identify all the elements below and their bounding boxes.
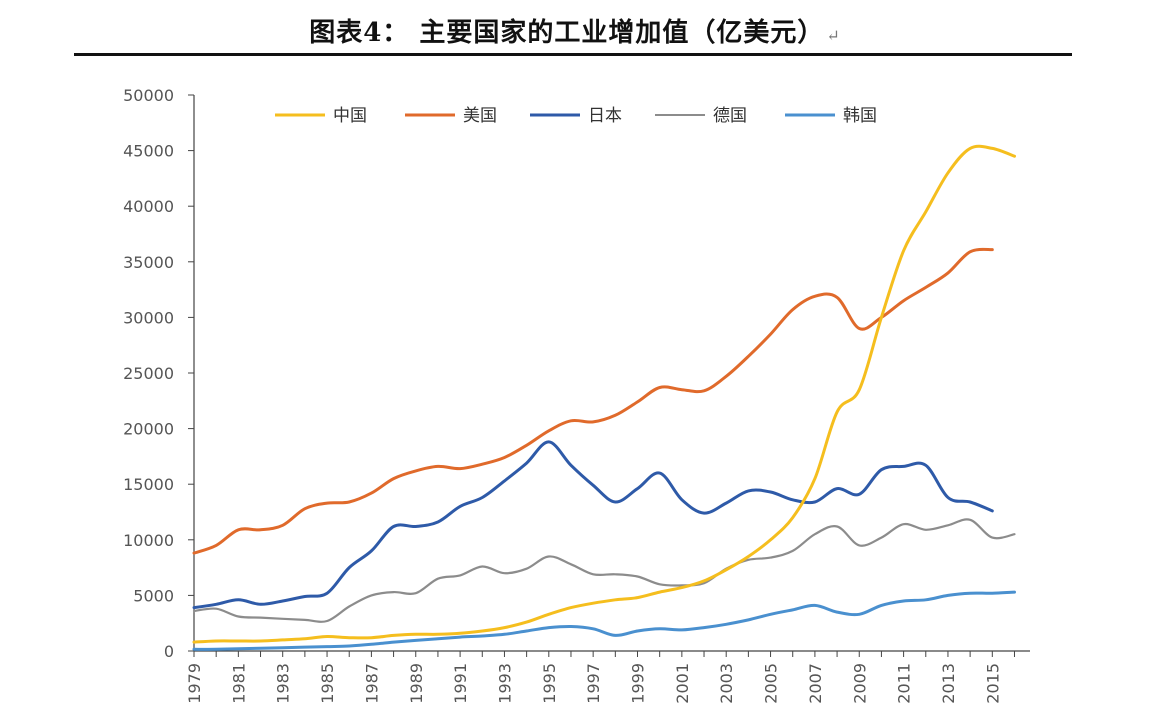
chart-legend: 中国 美国 日本 德国 韩国 [275, 106, 877, 126]
x-tick-label: 2003 [717, 663, 736, 704]
x-tick-label: 2007 [806, 663, 825, 704]
x-tick-label: 1981 [229, 663, 248, 704]
series-line-1 [192, 247, 994, 555]
y-tick-label: 30000 [123, 308, 174, 327]
series-line-3 [192, 518, 1016, 623]
y-tick-label: 45000 [123, 142, 174, 161]
chart-axes: 0 5000 10000 15000 20000 25000 30000 35000 40000… [123, 86, 1030, 704]
header: 图表4： 主要国家的工业增加值（亿美元） ↵ [0, 0, 1150, 56]
x-tick-label: 1985 [318, 663, 337, 704]
series-line-0 [192, 144, 1016, 644]
chart-title: 图表4： 主要国家的工业增加值（亿美元） ↵ [0, 12, 1150, 49]
y-tick-label: 10000 [123, 531, 174, 550]
y-tick-label: 0 [164, 642, 174, 661]
y-tick-label: 50000 [123, 86, 174, 105]
x-tick-label: 1983 [274, 663, 293, 704]
x-tick-label: 1979 [185, 663, 204, 704]
x-tick-label: 1993 [495, 663, 514, 704]
x-tick-label: 2005 [762, 663, 781, 704]
legend-label-4: 韩国 [843, 106, 877, 126]
x-tick-label: 2015 [983, 663, 1002, 704]
x-tick-label: 2011 [895, 663, 914, 704]
y-tick-label: 35000 [123, 253, 174, 272]
x-tick-label: 1999 [629, 663, 648, 704]
x-tick-label: 1997 [584, 663, 603, 704]
legend-label-3: 德国 [713, 106, 747, 126]
chart-title-text: 图表4： 主要国家的工业增加值（亿美元） [309, 18, 825, 48]
x-tick-label: 1989 [407, 663, 426, 704]
y-tick-label: 20000 [123, 420, 174, 439]
legend-label-0: 中国 [333, 106, 367, 126]
x-tick-label: 2009 [850, 663, 869, 704]
y-tick-label: 25000 [123, 364, 174, 383]
x-tick-label: 2001 [673, 663, 692, 704]
return-mark-icon: ↵ [826, 26, 841, 45]
series-line-2 [192, 440, 994, 610]
x-tick-label: 2013 [939, 663, 958, 704]
y-tick-label: 5000 [133, 586, 174, 605]
y-tick-label: 40000 [123, 197, 174, 216]
chart-series [192, 144, 1016, 651]
x-tick-label: 1991 [451, 663, 470, 704]
legend-label-1: 美国 [463, 106, 497, 126]
legend-label-2: 日本 [588, 106, 622, 126]
series-line-4 [192, 590, 1016, 651]
y-tick-label: 15000 [123, 475, 174, 494]
line-chart: 0 5000 10000 15000 20000 25000 30000 35000 40000… [123, 86, 1030, 704]
x-tick-label: 1987 [362, 663, 381, 704]
title-underline [74, 53, 1072, 56]
x-tick-label: 1995 [540, 663, 559, 704]
